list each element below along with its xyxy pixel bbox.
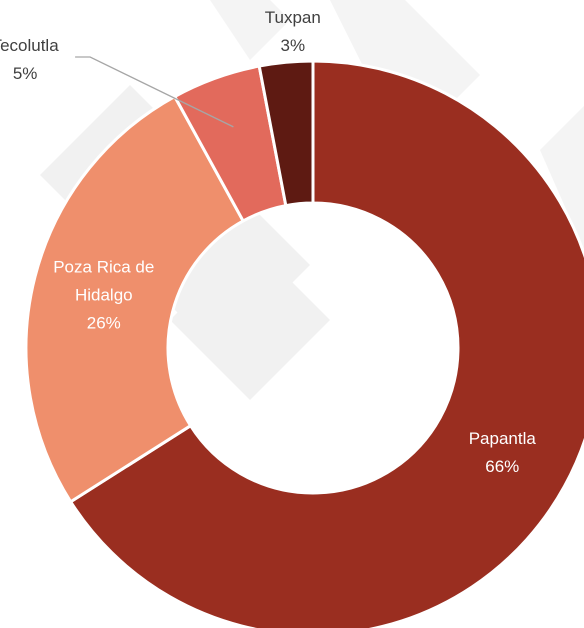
data-label-tuxpan: Tuxpan 3% [265,8,321,55]
data-labels: Papantla 66% Poza Rica de Hidalgo 26% Tecolut… [0,8,536,476]
data-label-name: Hidalgo [75,285,133,304]
leader-lines [75,56,234,128]
data-label-tecolutla: Tecolutla 5% [0,36,59,83]
data-label-percent: 3% [281,36,306,55]
data-label-percent: 26% [87,313,121,332]
data-label-name: Tecolutla [0,36,59,55]
slice-tuxpan [257,59,315,208]
data-label-name: Papantla [469,429,537,448]
slice-poza-rica-de-hidalgo [24,95,245,504]
data-label-name: Poza Rica de [53,257,154,276]
data-label-poza-rica-de-hidalgo: Poza Rica de Hidalgo 26% [53,257,154,332]
slice-papantla [69,59,584,628]
data-label-percent: 5% [13,64,38,83]
data-label-papantla: Papantla 66% [469,429,537,476]
data-label-percent: 66% [485,457,519,476]
data-label-name: Tuxpan [265,8,321,27]
donut-slices [24,59,584,628]
leader-line-tecolutla [75,56,234,128]
